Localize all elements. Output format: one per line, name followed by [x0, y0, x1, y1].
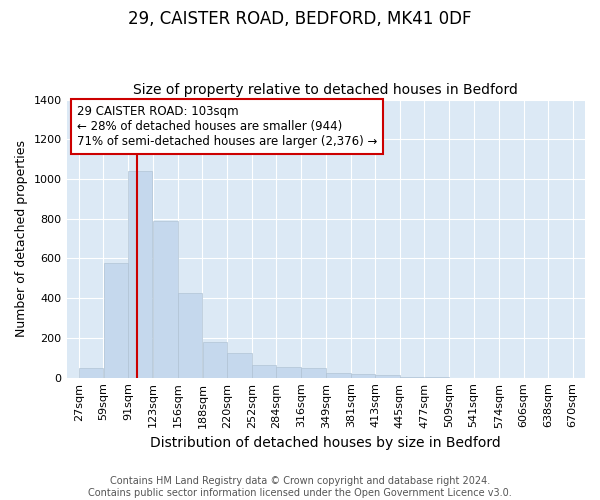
Text: Contains HM Land Registry data © Crown copyright and database right 2024.
Contai: Contains HM Land Registry data © Crown c…: [88, 476, 512, 498]
Bar: [178, 293, 202, 378]
Bar: [252, 365, 276, 378]
Text: 29, CAISTER ROAD, BEDFORD, MK41 0DF: 29, CAISTER ROAD, BEDFORD, MK41 0DF: [128, 10, 472, 28]
Bar: [79, 368, 103, 378]
Bar: [277, 367, 301, 378]
Bar: [400, 376, 424, 378]
Bar: [376, 374, 400, 378]
Y-axis label: Number of detached properties: Number of detached properties: [15, 140, 28, 337]
Bar: [351, 374, 375, 378]
Bar: [227, 353, 251, 378]
Bar: [326, 372, 350, 378]
X-axis label: Distribution of detached houses by size in Bedford: Distribution of detached houses by size …: [151, 436, 501, 450]
Title: Size of property relative to detached houses in Bedford: Size of property relative to detached ho…: [133, 83, 518, 97]
Bar: [104, 264, 128, 378]
Bar: [203, 342, 227, 378]
Bar: [152, 220, 178, 378]
Text: 29 CAISTER ROAD: 103sqm
← 28% of detached houses are smaller (944)
71% of semi-d: 29 CAISTER ROAD: 103sqm ← 28% of detache…: [77, 105, 377, 148]
Bar: [128, 171, 152, 378]
Bar: [301, 368, 326, 378]
